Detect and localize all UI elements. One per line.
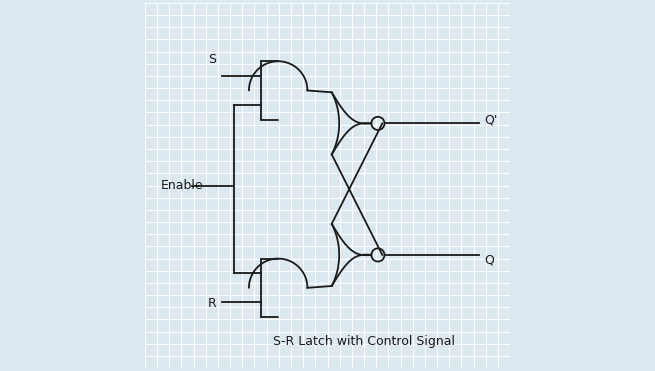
Text: Enable: Enable — [161, 179, 204, 192]
Text: R: R — [207, 297, 216, 310]
Text: Q: Q — [485, 254, 495, 267]
Text: Q': Q' — [485, 113, 498, 126]
Text: S: S — [208, 53, 216, 66]
Text: S-R Latch with Control Signal: S-R Latch with Control Signal — [273, 335, 455, 348]
